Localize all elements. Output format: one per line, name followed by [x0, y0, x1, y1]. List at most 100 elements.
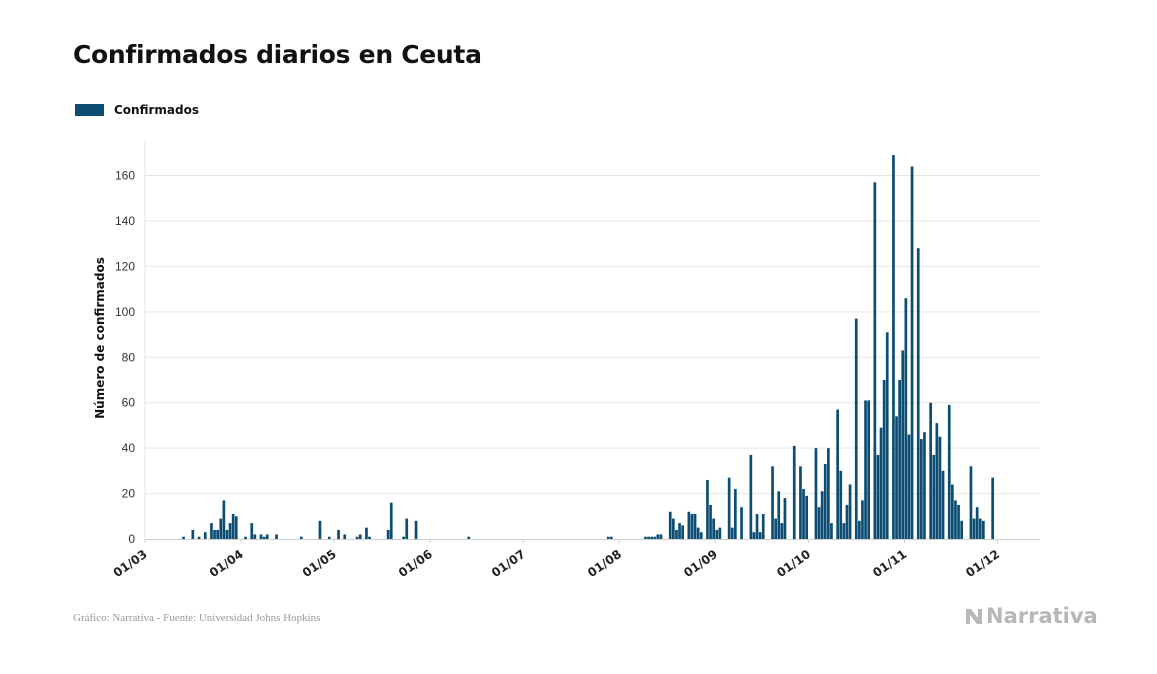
x-tick-label: 01/03 — [111, 547, 150, 580]
bar — [265, 534, 269, 539]
bar — [644, 536, 647, 539]
bar — [879, 427, 883, 539]
bar — [262, 536, 266, 539]
narrativa-logo-icon — [966, 609, 982, 624]
bar — [792, 445, 796, 539]
bar — [960, 520, 963, 539]
bar — [969, 466, 973, 539]
y-tick-label: 80 — [122, 350, 136, 364]
bar — [882, 379, 886, 539]
bar — [405, 518, 409, 539]
bar — [216, 529, 219, 539]
bar — [253, 534, 257, 539]
bar — [975, 507, 979, 539]
bar — [873, 182, 877, 540]
bar — [712, 518, 715, 539]
bar — [672, 518, 675, 539]
bar — [858, 520, 861, 539]
bar — [337, 529, 340, 539]
bar — [727, 477, 731, 539]
brand-logo: Narrativa — [964, 604, 1098, 628]
bar — [414, 520, 418, 539]
legend-swatch — [75, 104, 104, 116]
bar — [991, 477, 994, 539]
bar — [848, 484, 852, 539]
bar — [715, 529, 719, 539]
bar — [830, 523, 833, 539]
bar — [355, 536, 359, 539]
bar — [659, 534, 663, 539]
bar — [839, 470, 843, 539]
bar — [693, 514, 697, 539]
bar — [687, 511, 691, 539]
bar — [827, 448, 830, 539]
bar — [610, 536, 613, 539]
bar — [951, 484, 954, 539]
bar — [904, 298, 908, 539]
y-tick-label: 160 — [115, 169, 135, 183]
bar — [861, 500, 864, 539]
bar — [690, 514, 694, 539]
bar — [892, 155, 895, 539]
bar — [941, 470, 945, 539]
bar — [957, 504, 960, 539]
x-tick-label: 01/06 — [396, 547, 435, 580]
bar — [368, 536, 371, 539]
bar — [653, 536, 657, 539]
bar — [814, 448, 818, 539]
bar — [817, 507, 821, 539]
bar — [938, 436, 942, 539]
bar — [867, 400, 870, 539]
legend: Confirmados — [75, 103, 199, 117]
bar — [244, 536, 247, 539]
bar — [836, 409, 839, 539]
bar — [978, 518, 982, 539]
x-tick-label: 01/05 — [300, 547, 339, 580]
bar — [932, 454, 936, 539]
bar — [749, 454, 753, 539]
bar — [681, 525, 684, 539]
bar — [656, 534, 660, 539]
y-tick-label: 0 — [128, 532, 135, 546]
bar — [820, 491, 824, 539]
bar — [709, 504, 712, 539]
bar — [972, 518, 976, 539]
bar — [318, 520, 322, 539]
bar — [935, 423, 939, 539]
bar — [823, 464, 827, 539]
bar — [845, 504, 849, 539]
x-tick-label: 01/12 — [963, 547, 1002, 580]
bar — [916, 248, 920, 539]
bar — [219, 518, 223, 539]
bar — [675, 529, 678, 539]
bar — [213, 529, 216, 539]
bar — [259, 534, 263, 539]
bar — [386, 529, 390, 539]
bar — [920, 439, 923, 539]
x-tick-label: 01/04 — [207, 547, 246, 580]
bar — [647, 536, 650, 539]
bar — [718, 527, 722, 539]
bar — [901, 350, 905, 539]
bar — [606, 536, 610, 539]
bar — [222, 500, 226, 539]
x-tick-label: 01/09 — [681, 547, 720, 580]
bar — [923, 432, 926, 539]
bar — [650, 536, 653, 539]
bar — [799, 466, 802, 539]
bar — [203, 532, 207, 539]
bar — [191, 529, 195, 539]
y-tick-label: 60 — [122, 396, 136, 410]
y-tick-label: 120 — [115, 259, 135, 273]
bar — [228, 523, 232, 539]
bar — [947, 404, 951, 539]
source-footer: Gráfico: Narrativa - Fuente: Universidad… — [73, 612, 321, 624]
bar — [982, 520, 985, 539]
bar — [777, 491, 781, 539]
y-tick-label: 40 — [122, 441, 136, 455]
bar — [467, 536, 471, 539]
bar — [842, 523, 846, 539]
bar — [864, 400, 867, 539]
bar — [802, 489, 805, 539]
bar — [699, 532, 703, 539]
